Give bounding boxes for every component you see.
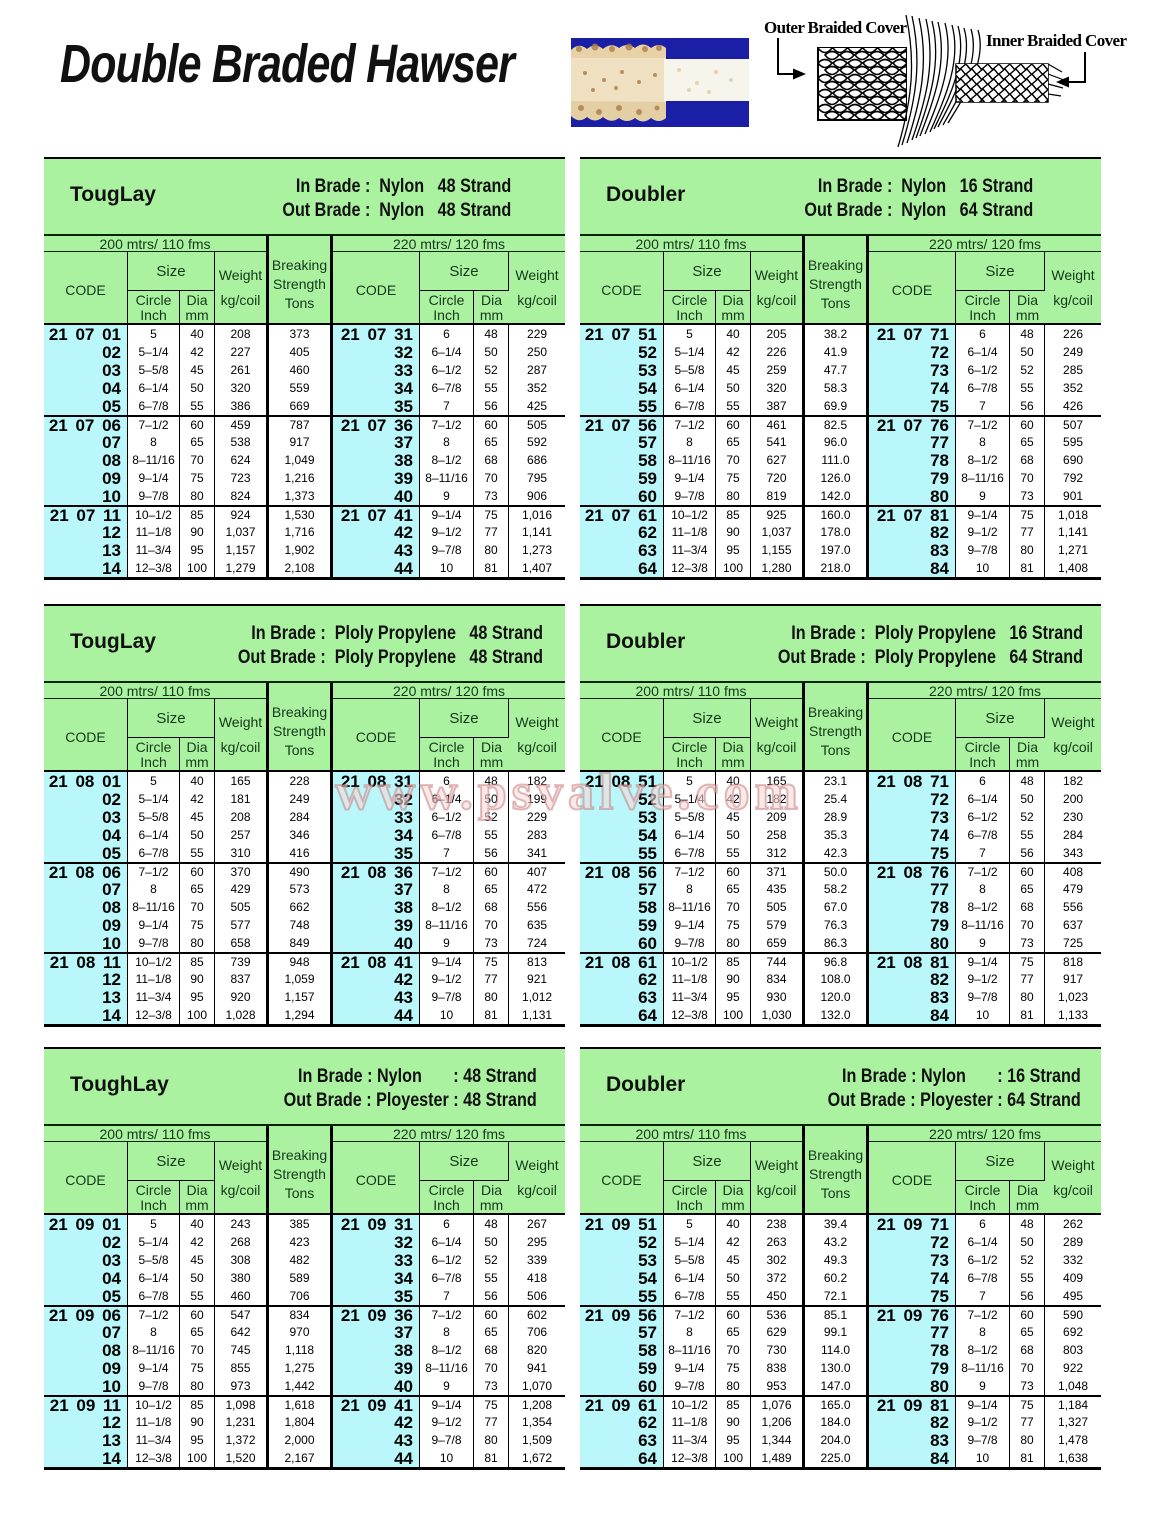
svg-text:Inner Braided Cover: Inner Braided Cover: [986, 31, 1127, 50]
svg-text:Outer Braided Cover: Outer Braided Cover: [764, 18, 907, 37]
